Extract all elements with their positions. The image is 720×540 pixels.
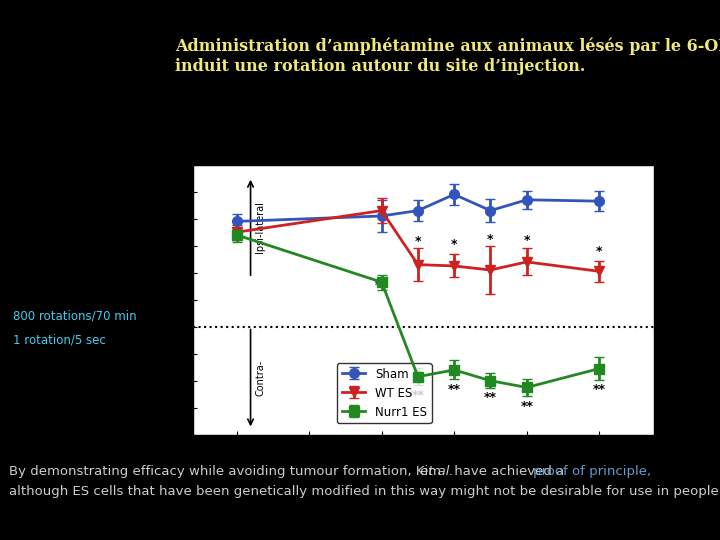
Text: **: ** xyxy=(593,383,606,396)
Text: induit une rotation autour du site d’injection.: induit une rotation autour du site d’inj… xyxy=(175,58,585,75)
Text: Ipsi-lateral: Ipsi-lateral xyxy=(255,201,265,253)
Text: **: ** xyxy=(375,279,388,292)
Y-axis label: Amphetamine-induced rotations: Amphetamine-induced rotations xyxy=(136,186,149,413)
Text: Administration d’amphétamine aux animaux lésés par le 6-OH-DA: Administration d’amphétamine aux animaux… xyxy=(175,38,720,55)
Text: *: * xyxy=(487,233,494,246)
Text: 800 rotations/70 min: 800 rotations/70 min xyxy=(13,309,137,322)
Text: have achieved a: have achieved a xyxy=(450,465,569,478)
Text: *: * xyxy=(451,238,457,251)
Text: **: ** xyxy=(484,392,497,404)
Text: 1 rotation/5 sec: 1 rotation/5 sec xyxy=(13,334,106,347)
Text: *: * xyxy=(523,234,530,247)
Text: **: ** xyxy=(375,277,388,291)
Text: **: ** xyxy=(448,383,461,396)
Legend: Sham, WT ES, Nurr1 ES: Sham, WT ES, Nurr1 ES xyxy=(337,363,431,423)
Text: et al.: et al. xyxy=(420,465,454,478)
Text: proof of principle,: proof of principle, xyxy=(533,465,651,478)
Text: *: * xyxy=(596,245,603,258)
X-axis label: Weeks after grafting: Weeks after grafting xyxy=(342,458,505,472)
Text: *: * xyxy=(415,235,421,248)
Text: **: ** xyxy=(521,400,534,413)
Text: although ES cells that have been genetically modified in this way might not be d: although ES cells that have been genetic… xyxy=(9,485,720,498)
Text: By demonstrating efficacy while avoiding tumour formation, Kim: By demonstrating efficacy while avoiding… xyxy=(9,465,446,478)
Text: Contra-: Contra- xyxy=(255,360,265,396)
Text: **: ** xyxy=(411,389,424,402)
